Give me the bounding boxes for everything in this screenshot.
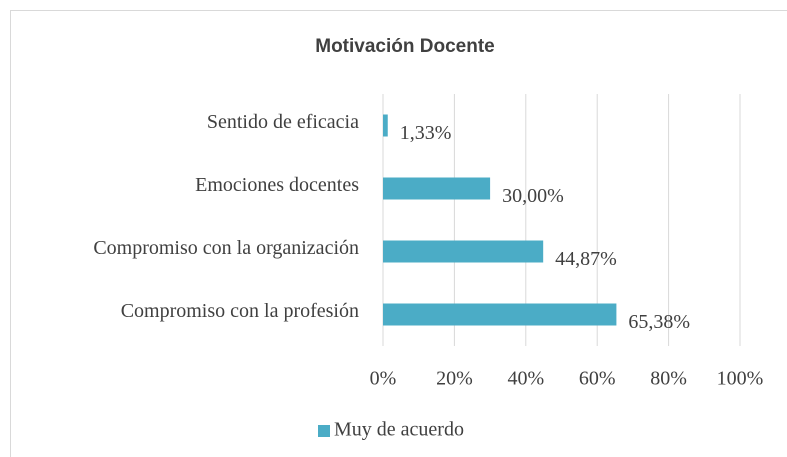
chart-title: Motivación Docente (315, 36, 494, 57)
value-label: 30,00% (502, 185, 564, 207)
bar (383, 114, 388, 137)
legend-swatch (318, 425, 330, 437)
value-label: 1,33% (400, 122, 452, 144)
bar (383, 177, 491, 200)
bar (383, 240, 544, 263)
x-tick-label: 100% (717, 368, 764, 390)
bar (383, 303, 617, 326)
y-tick-label: Compromiso con la profesión (121, 300, 359, 322)
x-tick-label: 20% (436, 368, 473, 390)
y-tick-label: Emociones docentes (195, 174, 359, 196)
value-label: 44,87% (555, 248, 617, 270)
value-label: 65,38% (628, 311, 690, 333)
legend-label: Muy de acuerdo (334, 419, 464, 441)
x-tick-label: 80% (650, 368, 687, 390)
x-tick-label: 0% (370, 368, 397, 390)
y-tick-label: Sentido de eficacia (207, 111, 359, 133)
chart-border (10, 10, 787, 457)
y-tick-label: Compromiso con la organización (93, 237, 359, 259)
x-tick-label: 40% (507, 368, 544, 390)
x-tick-label: 60% (579, 368, 616, 390)
